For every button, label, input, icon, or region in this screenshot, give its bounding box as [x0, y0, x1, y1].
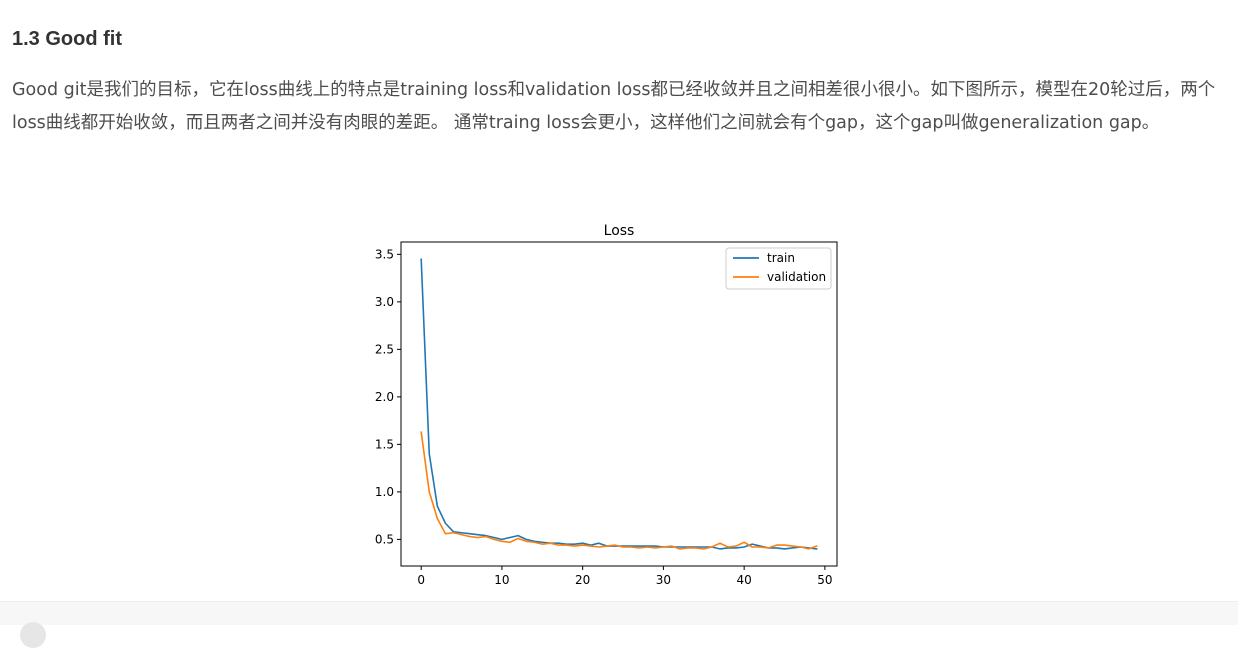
series-line-validation	[420, 431, 818, 550]
x-tick-label: 20	[575, 573, 590, 587]
footer-bar	[0, 601, 1238, 625]
x-tick-label: 30	[656, 573, 671, 587]
y-tick-label: 3.0	[375, 295, 394, 309]
y-tick-label: 2.5	[375, 342, 394, 356]
section-title: 1.3 Good fit	[12, 28, 122, 50]
x-tick-label: 50	[817, 573, 832, 587]
y-tick-label: 1.0	[375, 485, 394, 499]
legend-label-validation: validation	[767, 270, 826, 284]
y-tick-label: 3.5	[375, 247, 394, 261]
y-tick-label: 1.5	[375, 437, 394, 451]
loss-chart-figure: 0.5 1.0 1.5 2.0 2.5 3.0 3.5 0 10 20 30 40 50 Loss t…	[360, 215, 850, 600]
y-tick-label: 2.0	[375, 390, 394, 404]
x-tick-label: 0	[417, 573, 425, 587]
paragraph: Good git是我们的目标，它在loss曲线上的特点是training los…	[12, 80, 1216, 133]
y-tick-label: 0.5	[375, 532, 394, 546]
legend-label-train: train	[767, 251, 795, 265]
loss-chart: 0.5 1.0 1.5 2.0 2.5 3.0 3.5 0 10 20 30 40 50 Loss t…	[360, 215, 850, 600]
x-tick-label: 10	[494, 573, 509, 587]
axes-frame	[400, 241, 838, 567]
avatar[interactable]	[20, 622, 46, 648]
x-tick-label: 40	[737, 573, 752, 587]
chart-title: Loss	[604, 223, 635, 239]
legend: train validation	[725, 247, 832, 290]
